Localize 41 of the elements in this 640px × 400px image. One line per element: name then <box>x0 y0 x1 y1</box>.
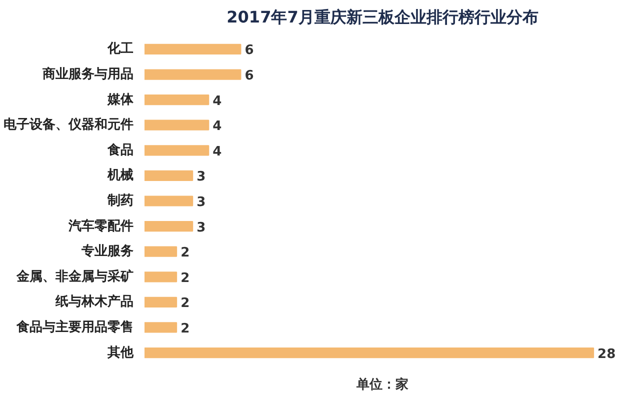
bar <box>144 296 178 308</box>
data-label: 2 <box>180 246 190 261</box>
y-tick-label: 媒体 <box>106 92 134 108</box>
y-tick-label: 制药 <box>106 192 134 208</box>
y-tick-label: 机械 <box>106 168 134 184</box>
data-label: 3 <box>196 170 206 185</box>
bar <box>144 196 194 206</box>
data-label: 2 <box>180 321 190 336</box>
y-tick-label: 电子设备、仪器和元件 <box>4 116 134 133</box>
data-label: 3 <box>196 195 206 210</box>
data-label: 6 <box>244 43 254 58</box>
data-label: 6 <box>244 68 254 84</box>
y-tick-label: 商业服务与用品 <box>42 66 134 82</box>
y-tick-label: 纸与林木产品 <box>54 294 134 310</box>
y-tick-label: 专业服务 <box>80 243 134 260</box>
bar <box>144 246 178 257</box>
data-label: 2 <box>180 270 190 286</box>
bar <box>144 94 210 106</box>
bar <box>144 272 178 282</box>
bar <box>144 69 242 80</box>
bar <box>144 347 594 358</box>
text: 单位：家 <box>356 376 408 392</box>
data-label: 2 <box>180 296 190 312</box>
y-tick-label: 食品与主要用品零售 <box>16 318 134 335</box>
y-tick-label: 汽车零配件 <box>68 218 134 234</box>
data-label: 28 <box>598 346 616 362</box>
bar <box>144 220 194 232</box>
data-label: 4 <box>212 119 222 134</box>
bar <box>144 120 210 130</box>
data-label: 4 <box>212 94 222 109</box>
data-label: 4 <box>212 144 222 160</box>
bar <box>144 44 242 55</box>
y-tick-label: 其他 <box>106 345 134 360</box>
bar <box>144 322 178 333</box>
chart-title: 2017年7月重庆新三板企业排行榜行业分布 <box>226 8 538 26</box>
bar <box>144 145 210 156</box>
y-tick-label: 金属、非金属与采矿 <box>16 268 134 284</box>
data-label: 3 <box>196 220 206 236</box>
bar <box>144 170 194 182</box>
y-tick-label: 化工 <box>106 42 134 57</box>
y-tick-label: 食品 <box>106 142 134 158</box>
